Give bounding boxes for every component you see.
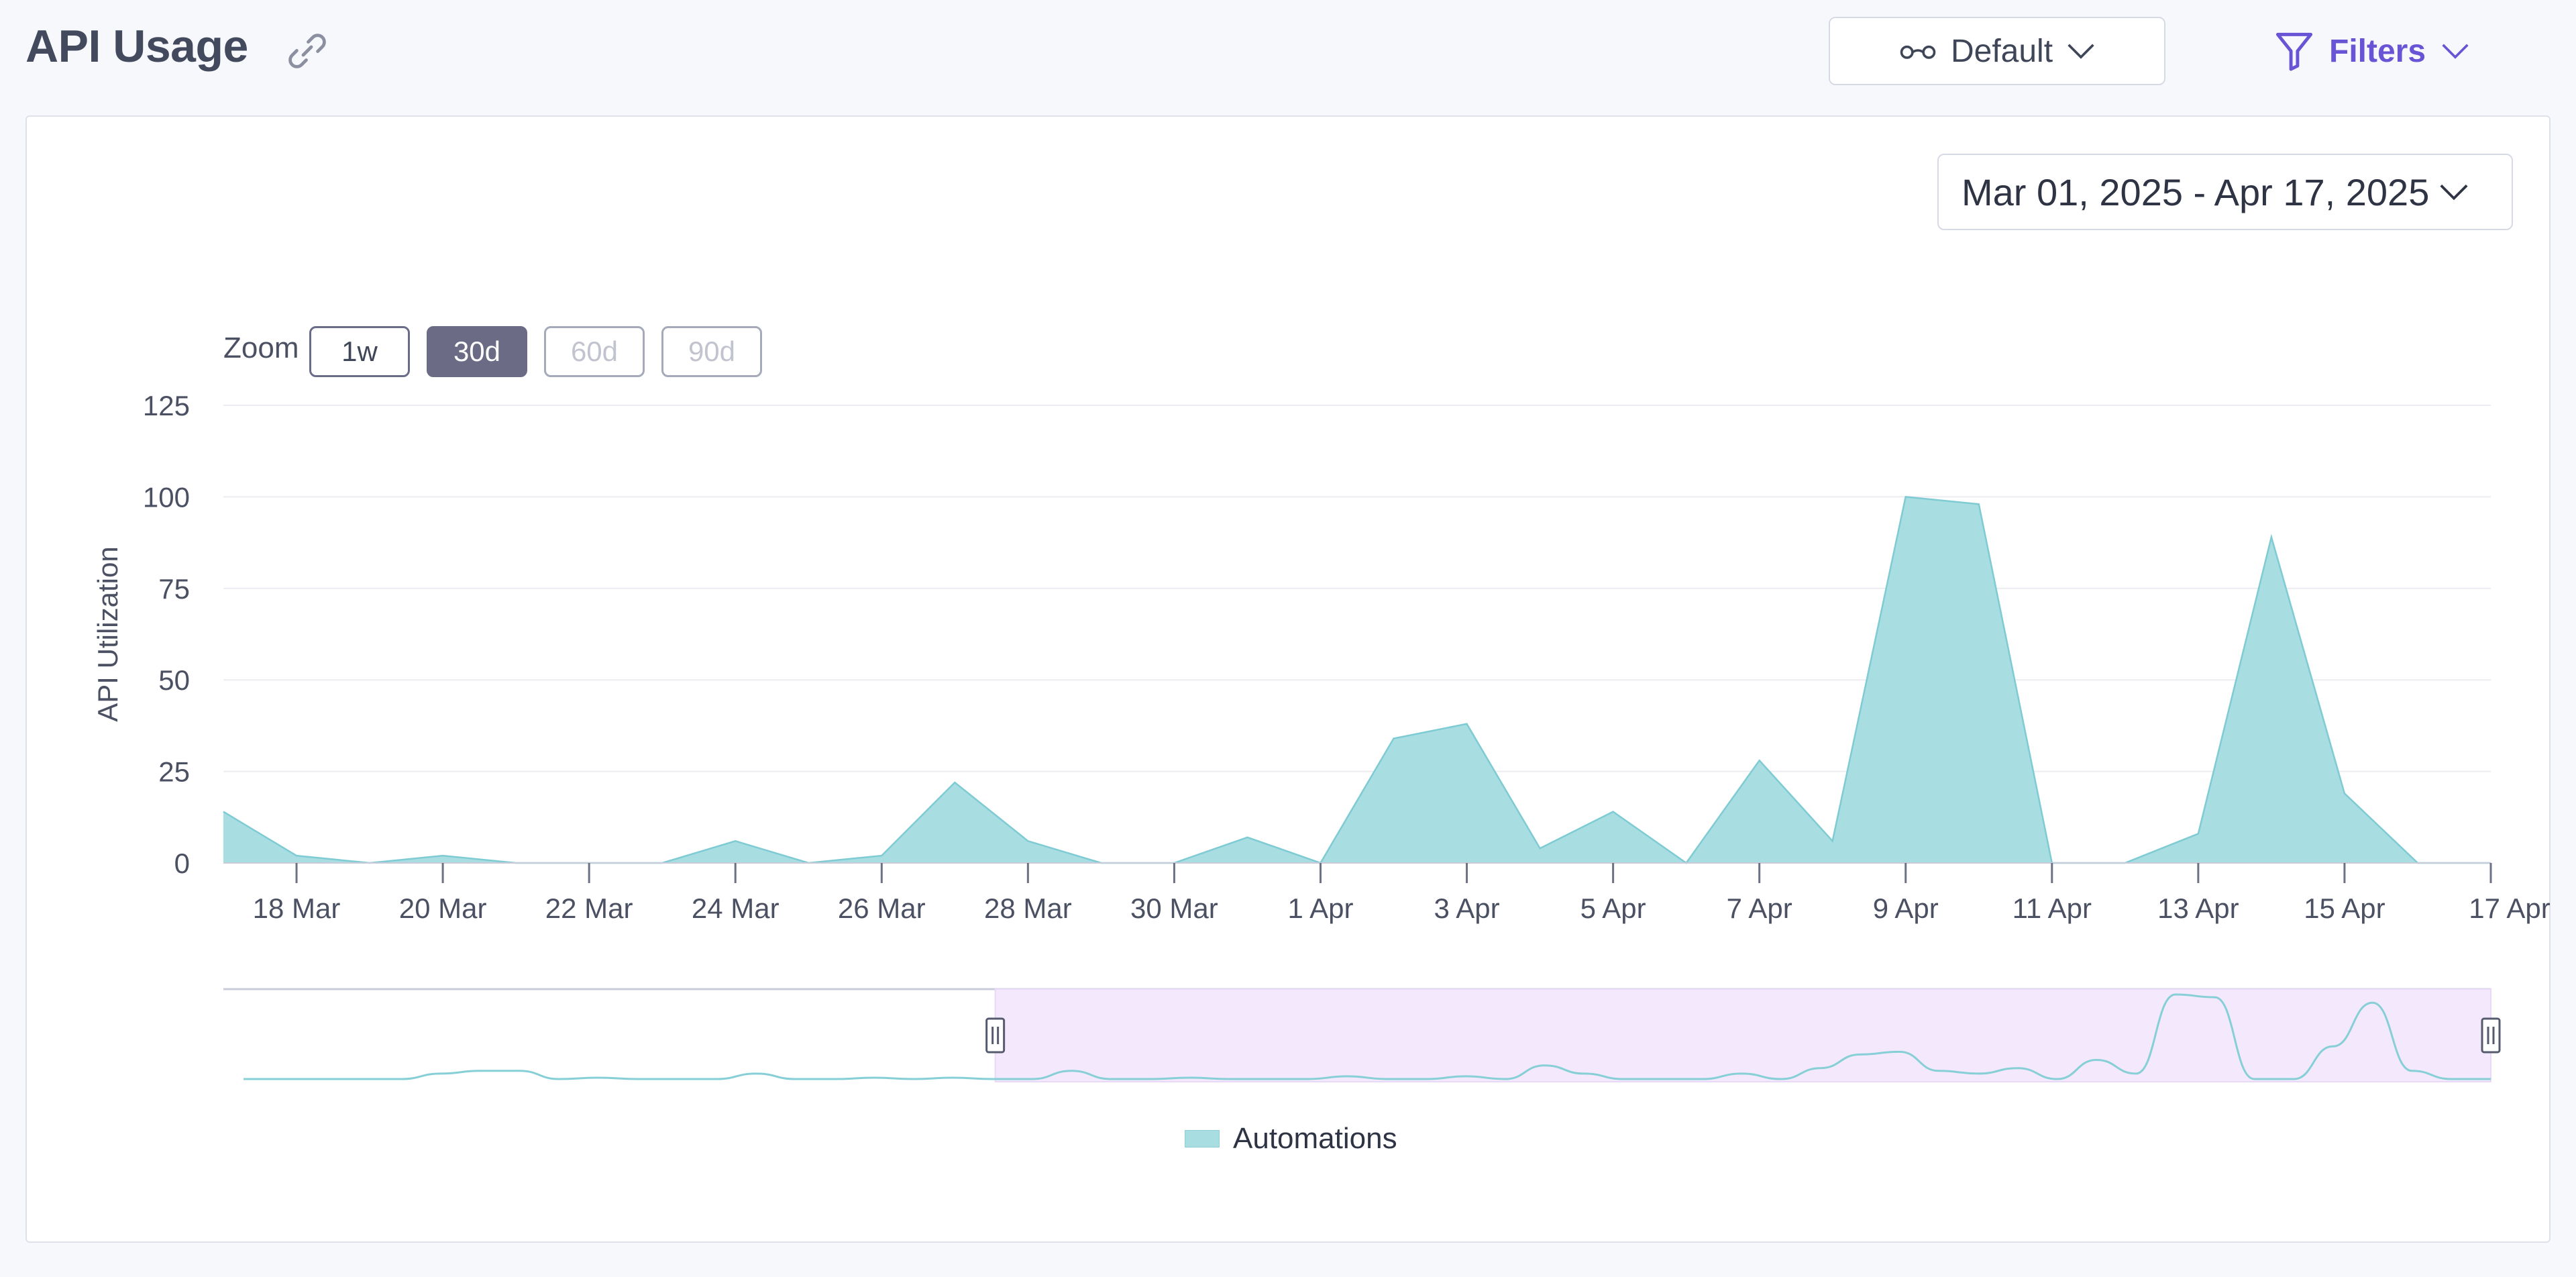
y-tick-label: 50	[158, 664, 190, 696]
y-tick-label: 25	[158, 756, 190, 788]
x-tick-label: 11 Apr	[2012, 892, 2092, 924]
filters-button[interactable]: Filters	[2274, 25, 2470, 76]
view-select-label: Default	[1950, 33, 2053, 69]
zoom-60d-button[interactable]: 60d	[544, 326, 645, 377]
x-tick-label: 24 Mar	[692, 892, 780, 924]
chevron-down-icon	[2440, 185, 2468, 201]
series-area-automations	[223, 497, 2491, 863]
navigator-handle-right[interactable]	[2481, 1017, 2501, 1054]
page-title: API Usage	[25, 21, 248, 72]
x-tick-label: 18 Mar	[253, 892, 341, 924]
chevron-down-icon	[2068, 44, 2094, 59]
view-select[interactable]: Default	[1829, 17, 2165, 85]
zoom-90d-button[interactable]: 90d	[661, 326, 762, 377]
x-tick-label: 7 Apr	[1727, 892, 1792, 924]
x-tick-label: 5 Apr	[1580, 892, 1646, 924]
x-tick-label: 30 Mar	[1130, 892, 1218, 924]
x-tick-label: 22 Mar	[545, 892, 633, 924]
x-tick-label: 28 Mar	[984, 892, 1072, 924]
handle-body	[985, 1017, 1006, 1054]
navigator-handle-left[interactable]	[985, 1017, 1006, 1054]
x-tick-label: 15 Apr	[2304, 892, 2385, 924]
glasses-icon	[1900, 45, 1936, 59]
y-tick-label: 125	[143, 390, 190, 421]
date-range-label: Mar 01, 2025 - Apr 17, 2025	[1962, 170, 2430, 213]
y-tick-label: 100	[143, 481, 190, 513]
legend-item-automations[interactable]: Automations	[1185, 1122, 1397, 1156]
navigator-selected-range	[994, 988, 2492, 1082]
zoom-1w-button[interactable]: 1w	[309, 326, 410, 377]
x-tick-label: 17 Apr	[2469, 892, 2550, 924]
date-range-picker[interactable]: Mar 01, 2025 - Apr 17, 2025	[1937, 154, 2513, 230]
filters-label: Filters	[2329, 33, 2426, 69]
x-tick-label: 3 Apr	[1434, 892, 1500, 924]
chevron-down-icon	[2442, 44, 2469, 59]
x-tick-label: 1 Apr	[1287, 892, 1353, 924]
x-tick-label: 9 Apr	[1873, 892, 1939, 924]
zoom-label: Zoom	[223, 331, 299, 364]
filter-icon	[2275, 32, 2313, 71]
x-tick-label: 26 Mar	[838, 892, 926, 924]
link-icon[interactable]	[283, 27, 331, 75]
legend-label: Automations	[1233, 1122, 1397, 1155]
y-axis-label: API Utilization	[92, 546, 123, 721]
y-tick-label: 0	[174, 848, 190, 879]
navigator-series-line	[244, 993, 2491, 1080]
y-tick-label: 75	[158, 573, 190, 605]
legend-swatch	[1185, 1130, 1220, 1147]
x-tick-label: 20 Mar	[399, 892, 487, 924]
handle-body	[2481, 1017, 2501, 1054]
x-tick-label: 13 Apr	[2157, 892, 2239, 924]
zoom-30d-button[interactable]: 30d	[427, 326, 527, 377]
